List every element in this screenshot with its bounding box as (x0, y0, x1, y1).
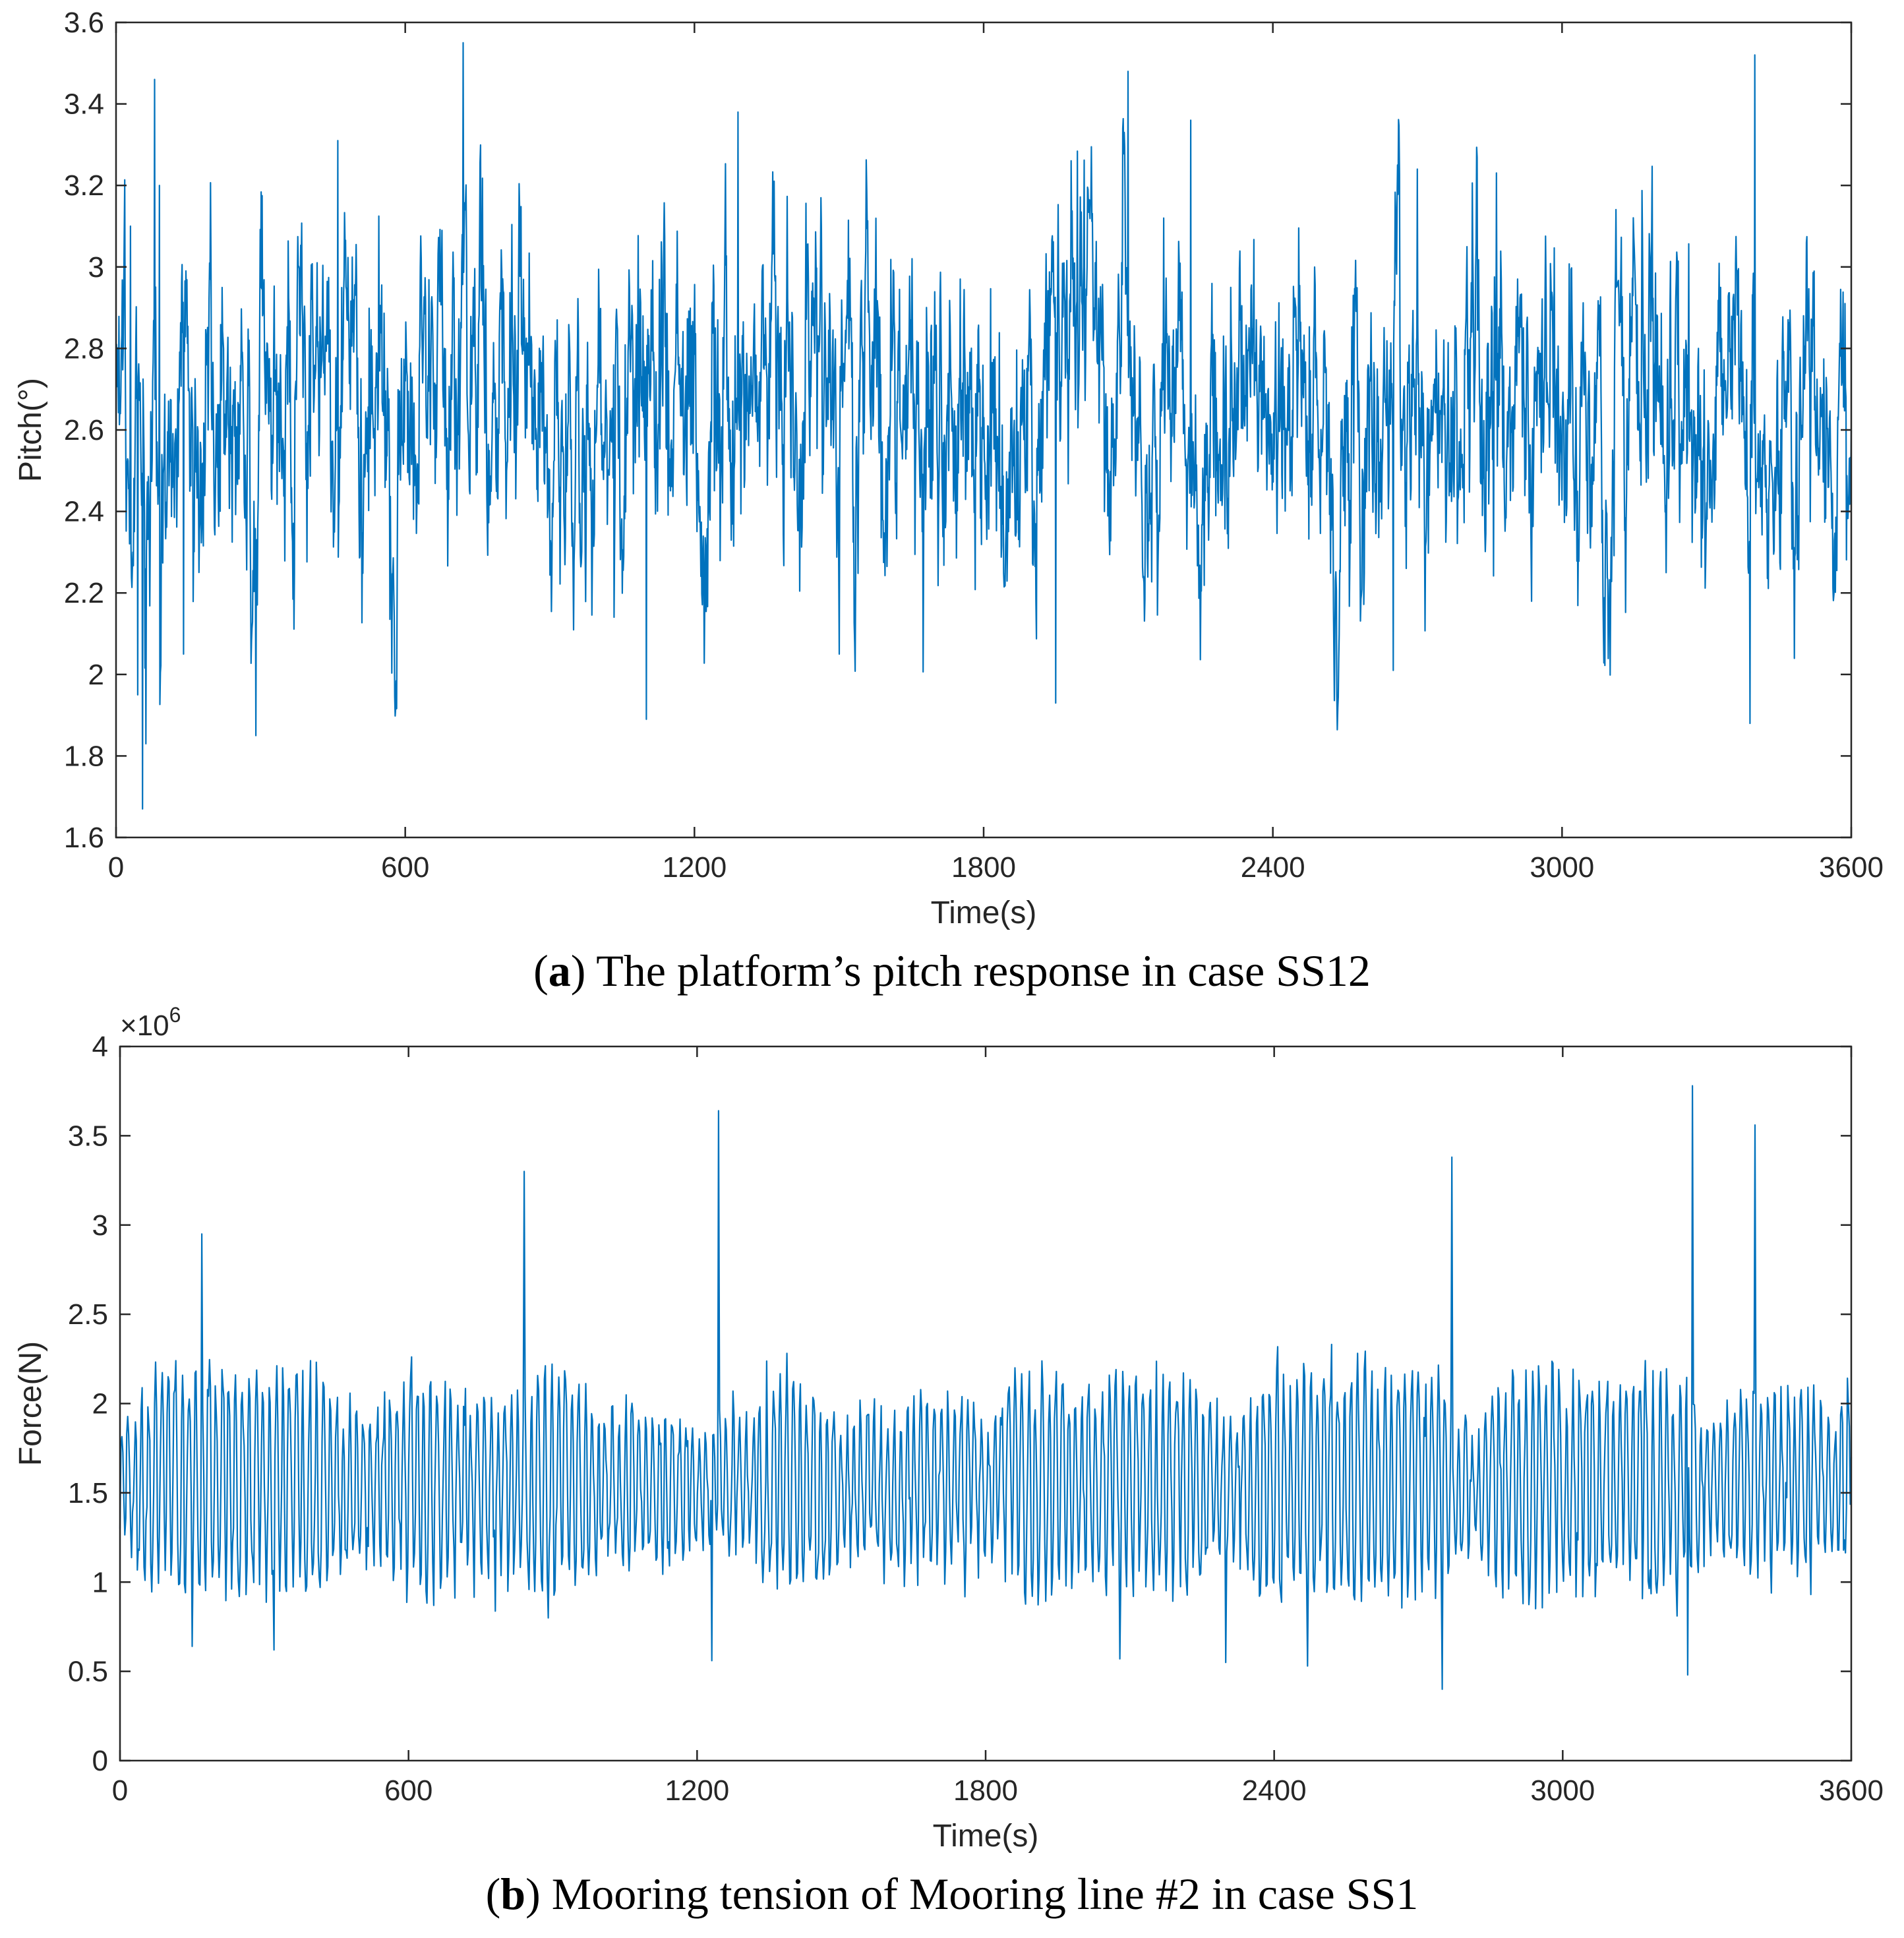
x-tick-label: 3600 (1819, 1774, 1884, 1807)
y-tick-label: 0.5 (68, 1656, 108, 1688)
x-tick-label: 3000 (1530, 1774, 1595, 1807)
force-x-axis-title: Time(s) (933, 1819, 1039, 1854)
force-y-axis-title: Force(N) (13, 1341, 48, 1466)
pitch-y-axis-title: Pitch(°) (13, 378, 48, 482)
x-tick-label: 0 (108, 851, 124, 884)
x-tick-label: 600 (384, 1774, 432, 1807)
y-tick-label: 2.4 (64, 496, 104, 528)
y-tick-label: 3 (88, 251, 104, 284)
force-figure-caption: (b) Mooring tension of Mooring line #2 i… (486, 1869, 1419, 1919)
x-tick-label: 0 (112, 1774, 128, 1807)
pitch-caption-letter: a (549, 946, 571, 996)
force-y-axis-exponent: ×106 (120, 1003, 181, 1042)
exponent-base: ×10 (120, 1010, 169, 1042)
pitch-caption-text: The platform’s pitch response in case SS… (596, 946, 1371, 996)
y-tick-label: 2.2 (64, 577, 104, 609)
y-tick-label: 3 (92, 1209, 108, 1242)
y-tick-label: 1.5 (68, 1477, 108, 1509)
y-tick-label: 1.8 (64, 740, 104, 772)
y-tick-label: 0 (92, 1745, 108, 1777)
force-x-axis: 0 600 1200 1800 2400 3000 3600 (112, 1046, 1884, 1807)
x-tick-label: 1200 (662, 851, 727, 884)
force-chart-panel: 0 600 1200 1800 2400 3000 3600 0 0.5 1 1.5 2 2.5 3 3.… (13, 1003, 1884, 1919)
force-y-axis: 0 0.5 1 1.5 2 2.5 3 3.5 4 (68, 1031, 1851, 1777)
y-tick-label: 2 (88, 659, 104, 691)
force-line-series (119, 1085, 1853, 1690)
force-caption-text: Mooring tension of Mooring line #2 in ca… (552, 1869, 1419, 1919)
x-tick-label: 1200 (665, 1774, 729, 1807)
x-tick-label: 3600 (1819, 851, 1884, 884)
pitch-x-axis: 0 600 1200 1800 2400 3000 3600 (108, 22, 1884, 884)
x-tick-label: 2400 (1242, 1774, 1307, 1807)
y-tick-label: 3.4 (64, 88, 104, 121)
pitch-figure-caption: (a) The platform’s pitch response in cas… (533, 946, 1371, 996)
exponent-power: 6 (169, 1003, 181, 1027)
y-tick-label: 3.5 (68, 1120, 108, 1152)
pitch-y-axis: 1.6 1.8 2 2.2 2.4 2.6 2.8 3 3.2 3.4 3.6 (64, 7, 1851, 854)
force-time-series-line (119, 1085, 1853, 1690)
x-tick-label: 1800 (951, 851, 1016, 884)
y-tick-label: 3.6 (64, 7, 104, 39)
y-tick-label: 2.8 (64, 332, 104, 365)
y-tick-label: 4 (92, 1031, 108, 1063)
pitch-chart-panel: 0 600 1200 1800 2400 3000 3600 1.6 1.8 2 2.2 2.4 2.… (13, 7, 1884, 996)
y-tick-label: 1 (92, 1566, 108, 1598)
y-tick-label: 1.6 (64, 822, 104, 854)
y-tick-label: 2.6 (64, 414, 104, 446)
pitch-x-axis-title: Time(s) (931, 895, 1037, 930)
x-tick-label: 3000 (1530, 851, 1594, 884)
force-caption-letter: b (500, 1869, 525, 1919)
y-tick-label: 3.2 (64, 169, 104, 202)
y-tick-label: 2 (92, 1388, 108, 1420)
x-tick-label: 600 (381, 851, 429, 884)
pitch-line-series (115, 42, 1853, 810)
x-tick-label: 2400 (1241, 851, 1305, 884)
x-tick-label: 1800 (953, 1774, 1018, 1807)
y-tick-label: 2.5 (68, 1298, 108, 1331)
pitch-time-series-line (115, 42, 1853, 810)
